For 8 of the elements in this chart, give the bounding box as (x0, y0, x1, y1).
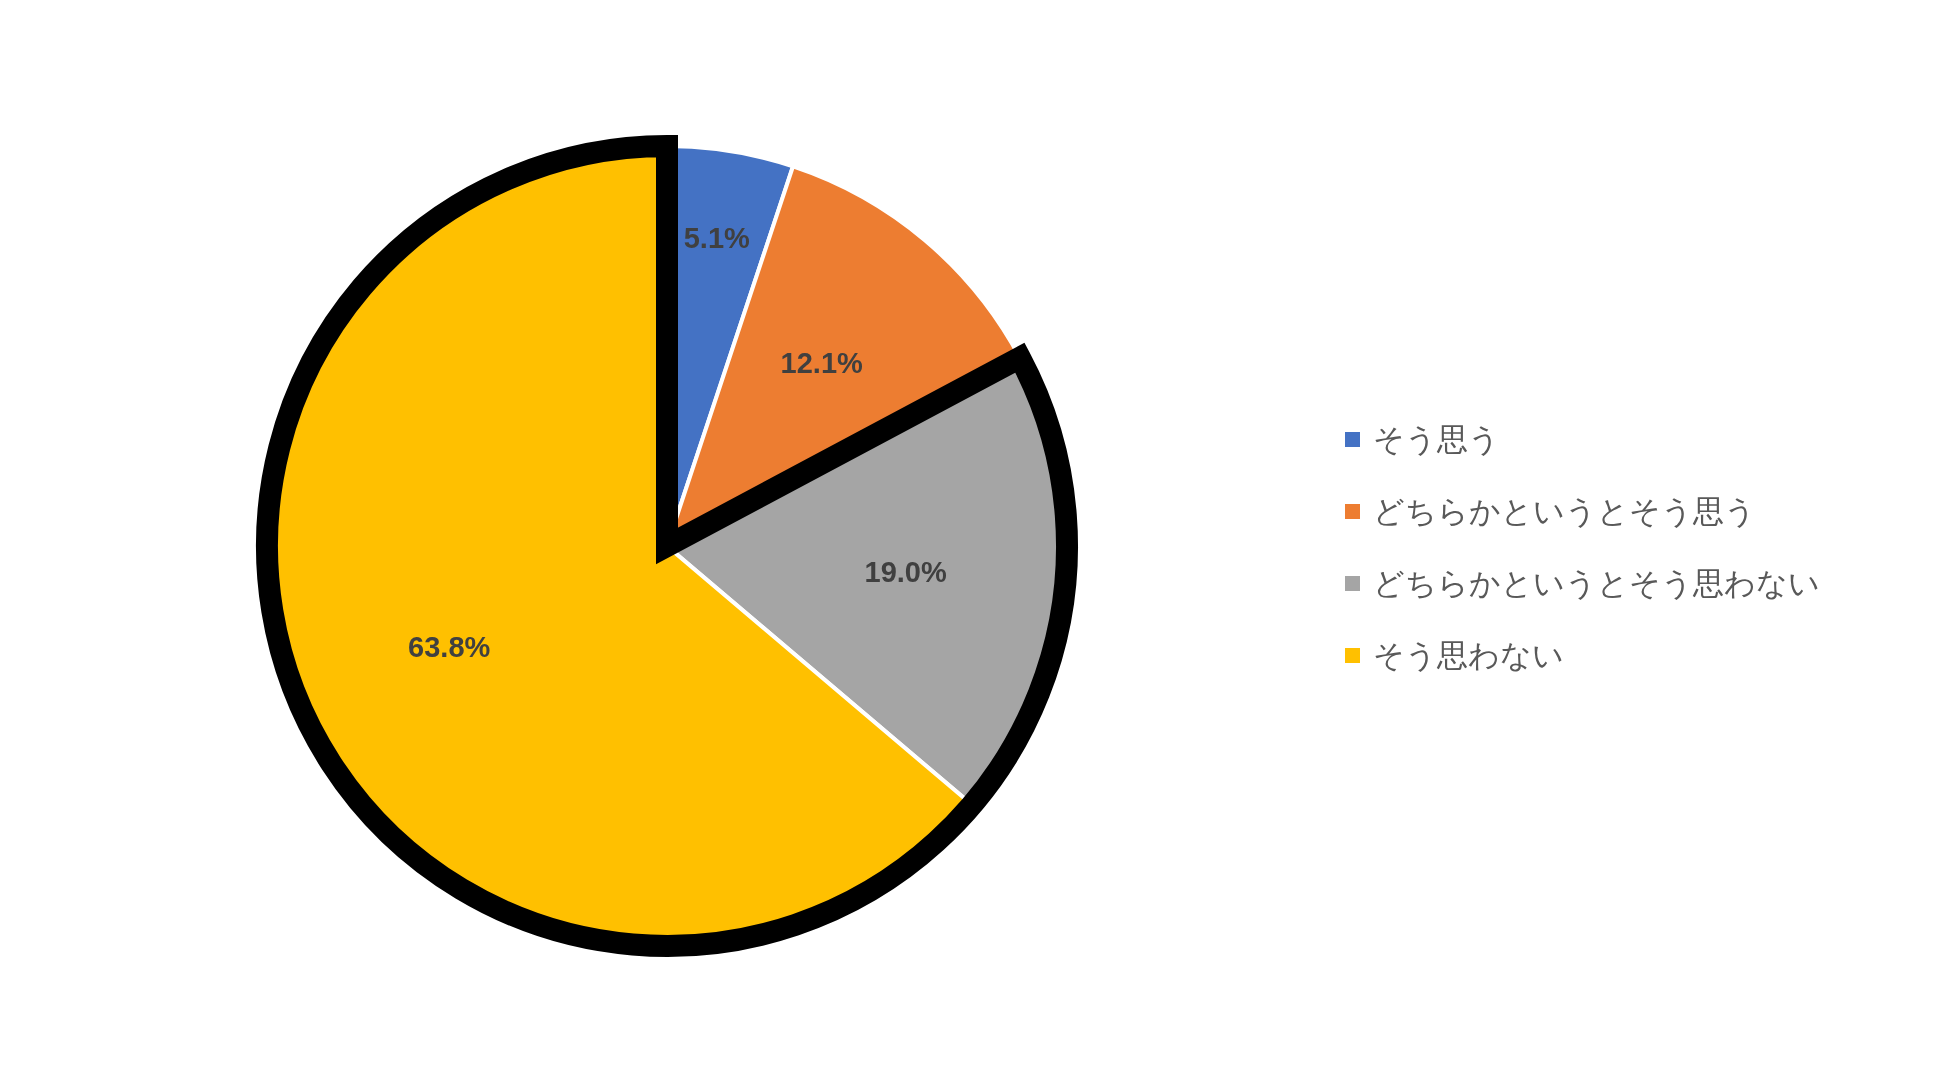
data-label: 12.1% (780, 346, 864, 379)
legend-label: どちらかというとそう思わない (1373, 565, 1820, 601)
legend-label: そう思わない (1373, 637, 1564, 673)
data-label: 63.8% (408, 630, 491, 663)
data-label: 19.0% (864, 555, 947, 588)
legend-label: そう思う (1373, 421, 1500, 457)
data-label: 5.1% (683, 222, 751, 254)
legend-label: どちらかというとそう思う (1373, 493, 1756, 529)
